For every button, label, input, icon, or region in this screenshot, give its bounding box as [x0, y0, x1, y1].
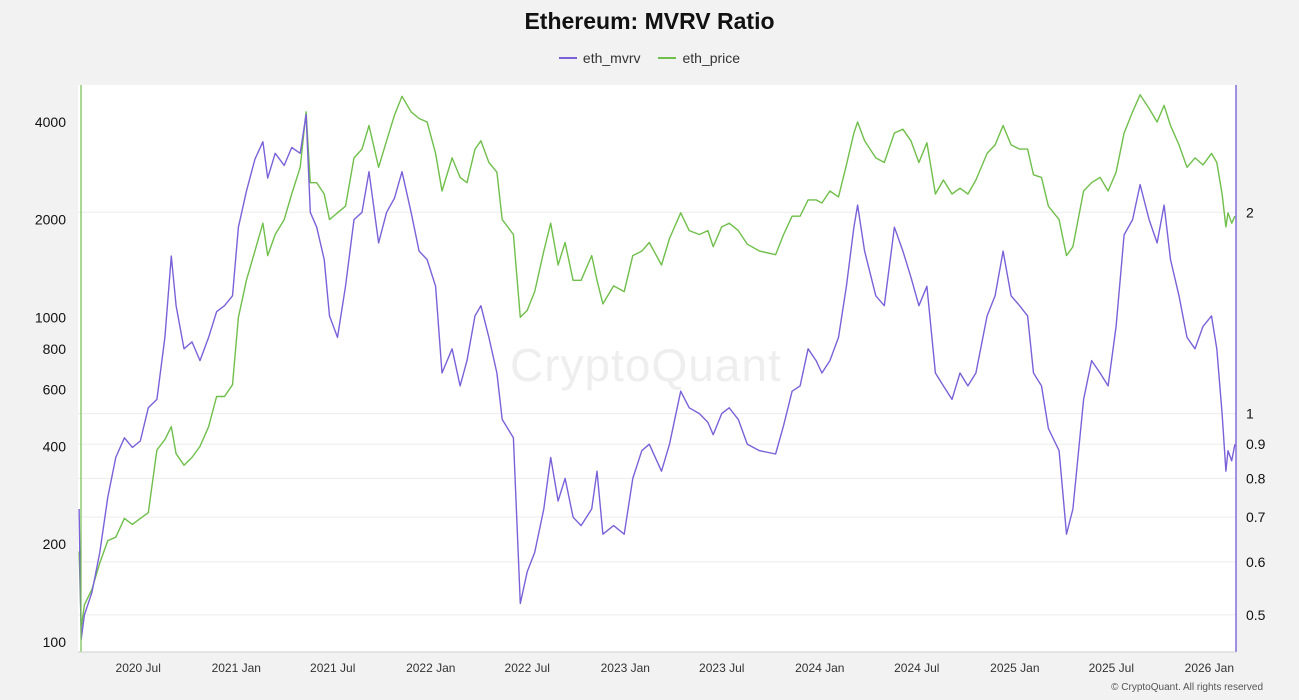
x-axis-tick-label: 2024 Jan [795, 661, 844, 675]
x-axis-tick-label: 2022 Jan [406, 661, 455, 675]
legend-label-eth-mvrv: eth_mvrv [582, 50, 641, 66]
chart-legend: eth_mvrv eth_price [0, 50, 1299, 66]
left-axis-tick-label: 800 [43, 341, 67, 357]
grid-layer [78, 85, 1236, 652]
x-axis-tick-label: 2021 Jan [212, 661, 261, 675]
watermark-text: CryptoQuant [510, 339, 782, 391]
x-axis-tick-label: 2021 Jul [310, 661, 355, 675]
right-axis-tick-label: 0.7 [1246, 509, 1266, 525]
x-axis-tick-label: 2025 Jul [1089, 661, 1134, 675]
legend-swatch-eth-price [658, 57, 677, 59]
right-axis-tick-label: 0.5 [1246, 607, 1266, 623]
x-axis-tick-label: 2023 Jan [601, 661, 650, 675]
left-axis-tick-label: 200 [43, 536, 67, 552]
left-axis-tick-label: 400 [43, 438, 67, 454]
legend-item-eth-mvrv[interactable]: eth_mvrv [558, 50, 641, 66]
left-axis-tick-label: 1000 [35, 309, 66, 325]
left-axis-tick-label: 2000 [35, 212, 66, 228]
series-layer [78, 94, 1236, 640]
left-axis-tick-label: 4000 [35, 114, 66, 130]
x-axis-tick-label: 2026 Jan [1185, 661, 1234, 675]
x-axis-tick-label: 2022 Jul [505, 661, 550, 675]
right-axis-tick-label: 0.9 [1246, 436, 1266, 452]
axis-layer: 100 200 400 600 800 1000 2000 4000 0.5 0.6 0.7 0.8 0… [35, 85, 1266, 675]
right-axis-tick-label: 2 [1246, 204, 1254, 220]
left-axis-tick-label: 100 [43, 634, 67, 650]
legend-item-eth-price[interactable]: eth_price [658, 50, 740, 66]
legend-label-eth-price: eth_price [682, 50, 741, 66]
x-axis-tick-label: 2020 Jul [116, 661, 161, 675]
right-axis-tick-label: 0.8 [1246, 470, 1266, 486]
series-line-eth-price [78, 94, 1236, 629]
left-axis-tick-label: 600 [43, 381, 67, 397]
x-axis-tick-label: 2023 Jul [699, 661, 744, 675]
legend-swatch-eth-mvrv [558, 57, 577, 59]
series-line-eth-mvrv [78, 113, 1236, 640]
right-axis-tick-label: 0.6 [1246, 554, 1266, 570]
right-axis-tick-label: 1 [1246, 406, 1254, 422]
plot-background [78, 85, 1236, 652]
x-axis-tick-label: 2025 Jan [990, 661, 1039, 675]
copyright-text: © CryptoQuant. All rights reserved [1111, 682, 1263, 693]
x-axis-tick-label: 2024 Jul [894, 661, 939, 675]
chart-title: Ethereum: MVRV Ratio [524, 8, 775, 34]
